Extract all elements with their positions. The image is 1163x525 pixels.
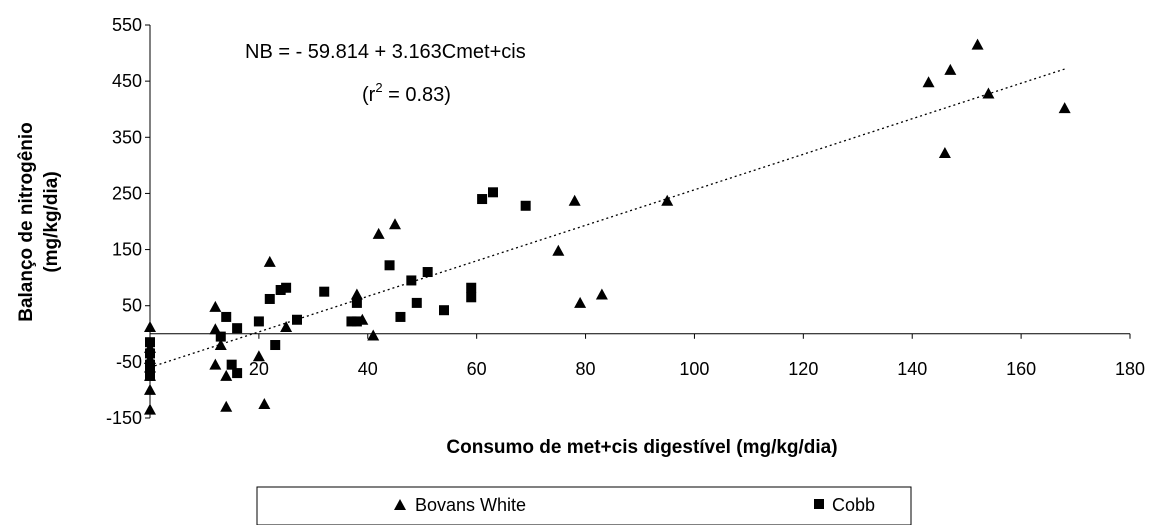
x-axis-title: Consumo de met+cis digestível (mg/kg/dia… [446,437,837,458]
r-squared-superscript: 2 [375,80,382,95]
x-tick-label: 120 [788,359,818,379]
point-bovans-white [922,76,935,88]
y-tick-label: 150 [112,240,142,260]
legend-square-marker [814,499,824,509]
point-bovans-white [944,63,957,75]
point-cobb [226,359,237,370]
y-tick-label: 50 [122,296,142,316]
point-bovans-white [252,350,265,362]
r-squared-label: (r2 = 0.83) [362,80,451,106]
point-bovans-white [220,400,233,412]
point-bovans-white [350,288,363,300]
point-bovans-white [209,358,222,370]
y-tick-label: -50 [116,352,142,372]
x-tick-label: 180 [1115,359,1145,379]
point-bovans-white [595,288,608,300]
point-bovans-white [144,321,156,333]
regression-line [149,68,1065,368]
point-bovans-white [372,227,385,239]
point-cobb [384,260,395,271]
point-bovans-white [568,194,581,206]
point-cobb [488,187,498,198]
point-bovans-white [982,87,995,99]
x-tick-label: 60 [467,359,487,379]
x-tick-label: 100 [679,359,709,379]
point-cobb [215,331,226,342]
point-bovans-white [389,218,401,230]
point-cobb [145,348,155,359]
point-cobb [466,282,477,293]
r-squared-suffix: = 0.83) [383,84,451,106]
point-cobb [292,314,302,325]
y-tick-label: 550 [112,15,142,35]
r-squared-prefix: (r [362,84,376,106]
point-cobb [281,282,292,293]
point-cobb [145,370,155,381]
point-cobb [351,297,362,308]
point-cobb [232,368,243,379]
legend-label-bovans-white: Bovans White [415,495,526,515]
x-tick-label: 160 [1006,359,1036,379]
x-tick-label: 40 [358,359,378,379]
axes [145,24,1131,419]
tick-labels: -150 -50 50 150 250 350 450 550 20 40 60 80 100 120 14… [106,15,1145,428]
point-cobb [221,311,232,322]
legend-box [256,486,912,525]
point-cobb [395,311,406,322]
point-cobb [411,297,422,308]
point-cobb [346,316,357,327]
y-axis-title-line1: Balanço de nitrogênio [16,122,37,322]
point-bovans-white [209,323,222,335]
legend-triangle-marker [394,499,406,510]
y-axis-title-line2: (mg/kg/dia) [41,171,62,272]
point-cobb [145,337,155,348]
point-cobb [264,293,275,304]
data-points [144,38,1071,415]
y-tick-label: -150 [106,408,142,428]
point-cobb [466,292,477,303]
point-bovans-white [258,397,271,409]
point-bovans-white [280,321,293,333]
point-bovans-white [661,194,674,206]
point-cobb [351,316,362,327]
point-cobb [520,200,531,211]
y-tick-label: 450 [112,71,142,91]
y-tick-label: 350 [112,127,142,147]
point-cobb [406,275,417,286]
point-cobb [232,323,243,334]
x-tick-label: 20 [249,359,269,379]
point-bovans-white [938,147,951,159]
point-cobb [145,365,155,376]
point-bovans-white [367,329,380,341]
point-bovans-white [214,339,227,351]
point-cobb [270,340,281,351]
point-bovans-white [552,244,565,256]
point-cobb [422,267,433,278]
x-tick-label: 80 [576,359,596,379]
y-tick-label: 250 [112,183,142,203]
point-bovans-white [220,369,233,381]
point-bovans-white [263,255,276,267]
point-bovans-white [574,296,587,308]
point-bovans-white [144,403,156,415]
legend-label-cobb: Cobb [832,495,875,515]
point-cobb [439,305,449,316]
regression-equation: NB = - 59.814 + 3.163Cmet+cis [245,41,526,63]
regression-line-group [149,68,1065,368]
point-cobb [253,316,264,327]
point-cobb [477,194,488,205]
point-cobb [145,359,155,370]
point-bovans-white [1058,102,1071,114]
point-cobb [275,284,286,295]
point-bovans-white [209,300,222,312]
legend: Bovans White Cobb [256,486,912,525]
point-bovans-white [144,383,156,395]
x-tick-label: 140 [897,359,927,379]
point-cobb [319,286,330,297]
point-bovans-white [971,38,984,50]
